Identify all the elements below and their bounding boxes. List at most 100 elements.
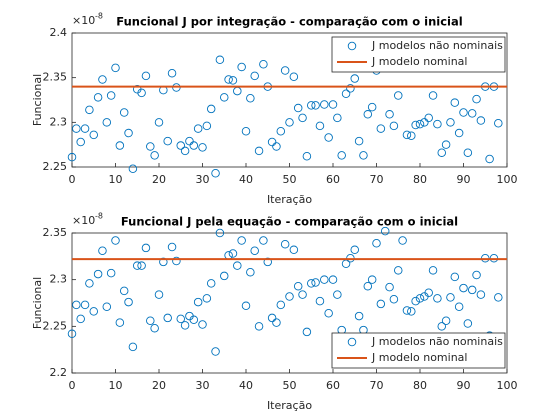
data-point (72, 124, 81, 133)
data-point (454, 128, 464, 138)
data-point (328, 100, 338, 109)
data-point (402, 130, 412, 140)
chart-title: Funcional J pela equação - comparação co… (121, 215, 458, 229)
x-tick-label: 30 (196, 379, 210, 392)
data-point (280, 239, 290, 249)
data-point (367, 275, 377, 284)
data-point (137, 261, 146, 270)
data-point (424, 288, 433, 297)
data-point (367, 102, 377, 112)
data-point (267, 313, 277, 323)
data-point (272, 142, 281, 151)
data-point (211, 347, 220, 356)
data-point (376, 124, 386, 133)
data-point (407, 307, 416, 316)
data-point (376, 299, 386, 309)
data-point (446, 118, 455, 127)
data-point (180, 321, 190, 330)
data-point (424, 113, 433, 123)
data-point (67, 152, 77, 162)
x-tick-label: 50 (283, 173, 297, 186)
data-point (433, 119, 442, 129)
data-point (141, 243, 151, 253)
data-point (98, 75, 107, 84)
data-point (433, 294, 442, 303)
data-point (272, 318, 281, 327)
data-point (346, 84, 355, 93)
x-tick-label: 40 (239, 173, 253, 186)
data-point (163, 136, 172, 146)
data-point (93, 93, 103, 102)
data-point (106, 91, 116, 100)
data-point (206, 104, 216, 114)
legend-box (331, 36, 506, 73)
data-point (407, 131, 416, 140)
data-point (463, 148, 473, 157)
data-point (237, 236, 246, 245)
x-tick-label: 10 (109, 173, 123, 186)
x-tick-label: 40 (239, 379, 253, 392)
data-point (454, 302, 464, 311)
data-point (267, 137, 277, 147)
y-exponent-power: -8 (95, 212, 103, 221)
data-point (494, 293, 503, 302)
legend-label: J modelos não nominais (371, 39, 503, 52)
data-point (254, 146, 264, 156)
y-tick-label: 2.3 (50, 115, 68, 128)
data-point (298, 113, 307, 123)
data-point (302, 152, 312, 161)
x-tick-label: 60 (326, 173, 340, 186)
data-point (193, 297, 203, 307)
data-point (324, 309, 333, 318)
data-point (124, 297, 133, 307)
data-point (428, 91, 438, 100)
data-point (119, 286, 129, 296)
data-point (137, 88, 146, 98)
data-point (202, 294, 212, 303)
legend-label: J modelos não nominais (371, 335, 503, 348)
data-point (163, 313, 172, 323)
data-point (285, 118, 294, 127)
y-tick-label: 2.25 (43, 160, 68, 173)
data-point (106, 268, 116, 278)
data-point (215, 228, 225, 238)
data-point (154, 290, 164, 299)
data-point (150, 323, 159, 333)
data-point (67, 329, 77, 339)
data-point (241, 301, 251, 311)
x-tick-label: 70 (370, 379, 384, 392)
data-point (102, 118, 112, 127)
data-point (219, 271, 229, 281)
data-point (441, 316, 451, 325)
data-point (219, 93, 229, 102)
data-point (411, 296, 420, 306)
data-point (298, 290, 307, 299)
y-tick-label: 2.35 (43, 71, 68, 84)
x-tick-label: 20 (152, 379, 166, 392)
data-point (437, 148, 447, 157)
data-point (85, 105, 94, 115)
data-point (415, 294, 425, 303)
data-point (441, 140, 451, 149)
data-point (93, 269, 103, 279)
data-point (254, 322, 264, 331)
data-point (333, 113, 342, 123)
y-tick-label: 2.4 (50, 26, 68, 39)
x-tick-label: 90 (457, 173, 471, 186)
data-point (115, 318, 125, 327)
data-point (311, 101, 320, 110)
data-point (494, 118, 503, 128)
data-point (446, 293, 455, 302)
x-tick-label: 80 (413, 379, 427, 392)
data-point (459, 283, 468, 293)
data-point (259, 60, 268, 69)
data-point (320, 100, 329, 109)
data-point (350, 245, 360, 255)
data-point (359, 151, 368, 160)
data-point (185, 136, 194, 146)
data-point (476, 116, 486, 125)
data-point (128, 342, 138, 352)
data-point (402, 306, 412, 315)
data-point (176, 314, 185, 324)
x-tick-label: 60 (326, 379, 340, 392)
